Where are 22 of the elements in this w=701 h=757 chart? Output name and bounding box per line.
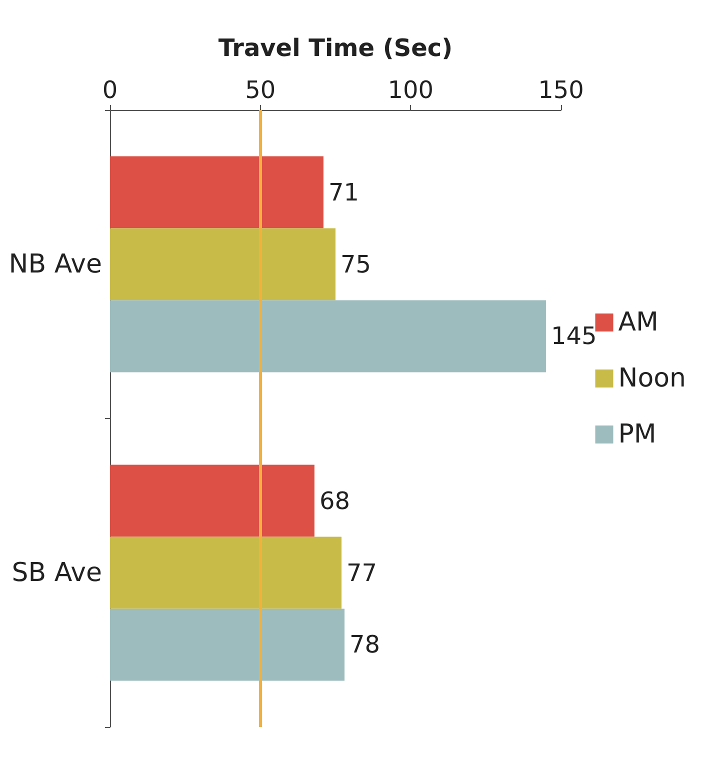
bar [110,228,336,300]
data-label: 78 [350,630,380,659]
x-tick-label: 50 [245,76,276,104]
x-axis-title: Travel Time (Sec) [218,34,453,62]
bar [110,156,324,228]
bar [110,608,345,681]
x-tick-label: 150 [538,76,584,104]
data-label: 145 [550,322,597,350]
legend-label: Noon [618,364,686,394]
data-label: 75 [340,250,372,278]
data-label: 71 [328,178,360,206]
bar [110,300,546,372]
data-label: 68 [319,486,350,515]
bar [110,536,342,609]
y-tick-label: SB Ave [12,558,102,588]
legend-label: AM [618,308,658,338]
y-tick-label: NB Ave [8,249,102,280]
legend-label: PM [618,420,656,450]
bar [110,464,314,537]
x-tick-label: 0 [102,76,118,104]
data-label: 77 [346,558,378,587]
x-tick-label: 100 [388,76,434,104]
